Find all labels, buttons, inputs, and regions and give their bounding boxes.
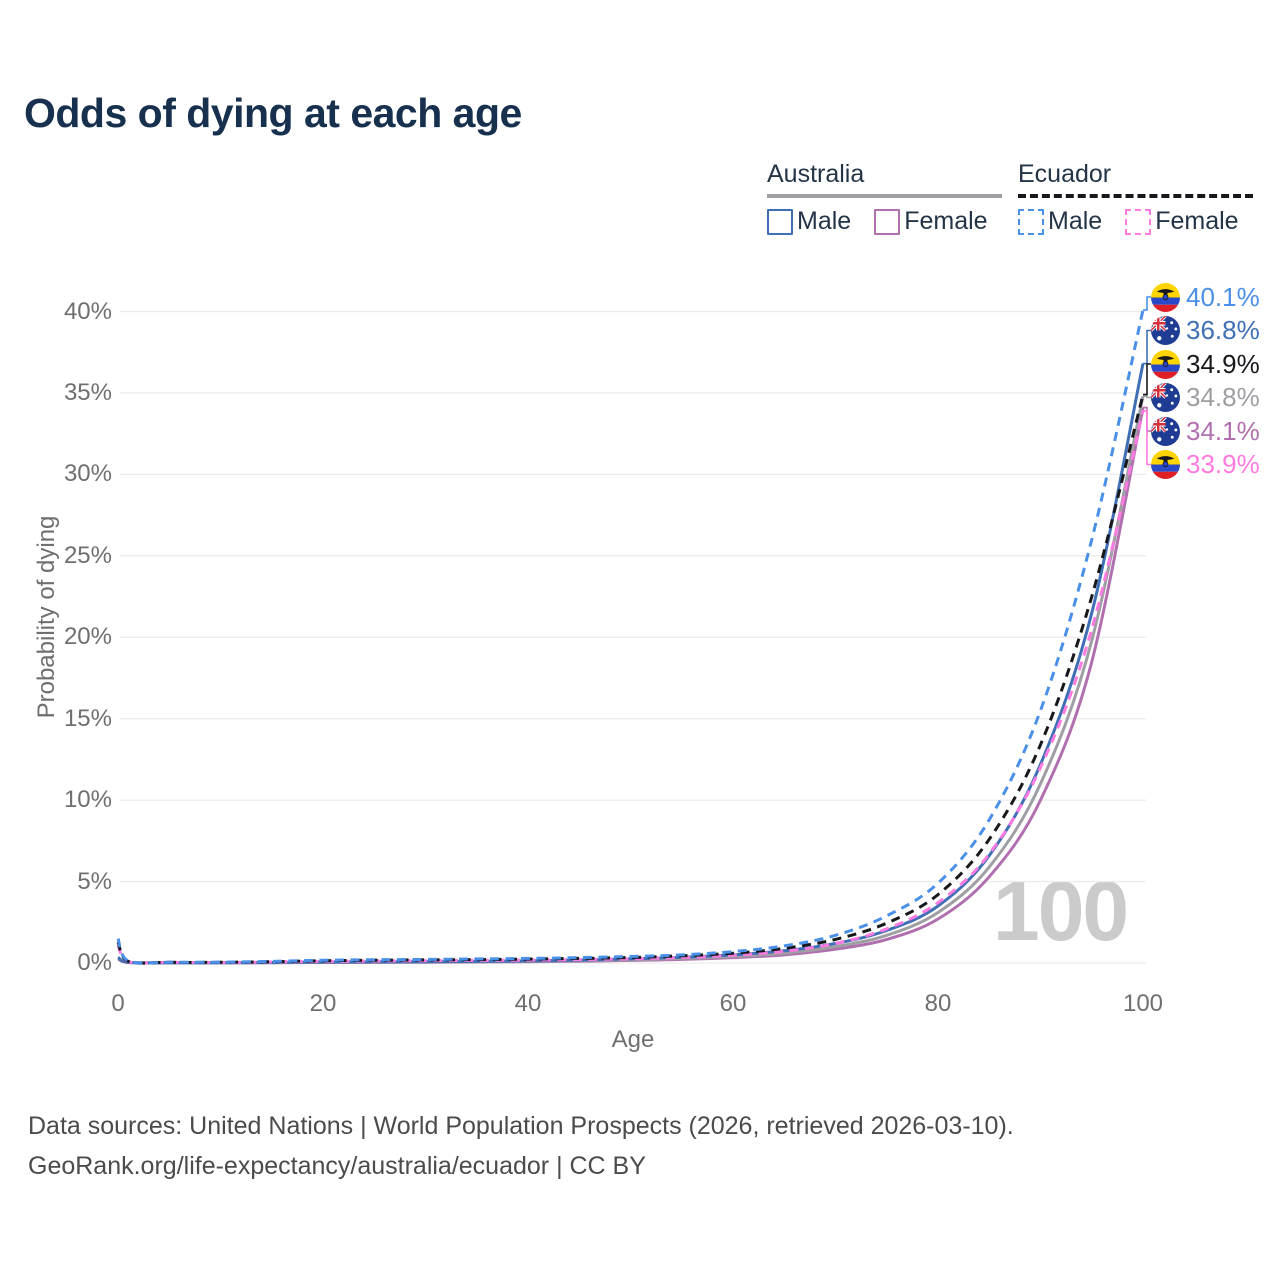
end-label-value: 34.1% xyxy=(1186,415,1260,446)
end-label-connector xyxy=(1143,329,1151,365)
end-label-ecuador-combined: 34.9% xyxy=(1151,349,1260,379)
legend-swatch-ecuador-female-icon[interactable] xyxy=(1125,208,1152,235)
x-tick-label: 80 xyxy=(924,990,952,1017)
legend-item-australia-male[interactable]: Male xyxy=(767,207,851,236)
y-tick-label: 25% xyxy=(63,541,112,569)
legend-label: Male xyxy=(797,207,852,235)
end-label-ecuador-female: 33.9% xyxy=(1151,449,1260,480)
y-tick-label: 35% xyxy=(63,378,112,406)
end-label-value: 36.8% xyxy=(1186,315,1260,345)
y-tick-label: 20% xyxy=(63,623,112,651)
x-tick-label: 20 xyxy=(309,990,337,1017)
end-label-value: 34.9% xyxy=(1186,348,1260,379)
end-label-connector xyxy=(1143,395,1151,399)
end-label-connector xyxy=(1143,410,1151,466)
australia-flag-icon xyxy=(1151,316,1180,345)
footer-attribution: GeoRank.org/life-expectancy/australia/ec… xyxy=(28,1152,646,1180)
y-tick-label: 0% xyxy=(77,949,112,976)
series-line-ecuador-male xyxy=(116,309,1145,965)
legend-underline-ecuador xyxy=(1018,194,1253,198)
legend-group-australia: Australia Male Female xyxy=(767,160,1002,236)
end-label-connector xyxy=(1143,296,1151,311)
end-label-australia-female: 34.1% xyxy=(1151,416,1260,446)
y-tick-label: 5% xyxy=(77,867,112,895)
legend-swatch-australia-male-icon[interactable] xyxy=(767,208,793,235)
australia-flag-icon xyxy=(1151,417,1180,446)
series-line-ecuador-female xyxy=(116,410,1145,965)
end-label-australia-male: 36.8% xyxy=(1151,315,1260,346)
legend-title-ecuador: Ecuador xyxy=(1018,160,1112,188)
series-line-australia-female xyxy=(117,407,1145,965)
footer: Data sources: United Nations | World Pop… xyxy=(28,1106,1014,1186)
end-label-value: 33.9% xyxy=(1186,449,1260,479)
y-tick-label: 15% xyxy=(63,704,112,732)
legend-swatch-australia-female-icon[interactable] xyxy=(874,208,901,235)
x-tick-label: 40 xyxy=(514,990,542,1017)
legend-group-ecuador: Ecuador Male Female xyxy=(1018,160,1253,236)
age-watermark: 100 xyxy=(993,864,1129,958)
series-line-australia-male xyxy=(117,363,1145,965)
ecuador-flag-icon xyxy=(1151,450,1180,479)
legend-item-ecuador-male[interactable]: Male xyxy=(1018,207,1102,236)
ecuador-flag-icon xyxy=(1151,350,1180,379)
end-label-connector xyxy=(1143,363,1151,396)
legend-label: Female xyxy=(1155,207,1239,235)
page-title: Odds of dying at each age xyxy=(24,90,522,136)
legend-swatch-ecuador-male-icon[interactable] xyxy=(1018,208,1044,235)
legend-item-ecuador-female[interactable]: Female xyxy=(1125,207,1239,236)
australia-flag-icon xyxy=(1151,383,1180,412)
legend-title-australia: Australia xyxy=(767,160,865,188)
legend-underline-australia xyxy=(767,194,1002,198)
x-tick-label: 100 xyxy=(1122,990,1164,1017)
x-axis-title: Age xyxy=(611,1026,655,1053)
x-tick-label: 0 xyxy=(111,990,125,1017)
end-label-value: 40.1% xyxy=(1186,281,1260,312)
y-tick-label: 40% xyxy=(63,297,112,325)
y-tick-label: 30% xyxy=(63,460,112,488)
end-label-ecuador-male: 40.1% xyxy=(1151,282,1260,312)
legend-item-australia-female[interactable]: Female xyxy=(874,207,988,236)
footer-data-sources: Data sources: United Nations | World Pop… xyxy=(28,1112,1014,1140)
ecuador-flag-icon xyxy=(1151,283,1180,312)
y-tick-label: 10% xyxy=(63,786,112,814)
x-tick-label: 60 xyxy=(719,990,747,1017)
end-label-australia-combined: 34.8% xyxy=(1151,382,1260,413)
end-label-value: 34.8% xyxy=(1186,382,1260,412)
legend-label: Male xyxy=(1048,207,1103,235)
legend-label: Female xyxy=(904,207,988,235)
